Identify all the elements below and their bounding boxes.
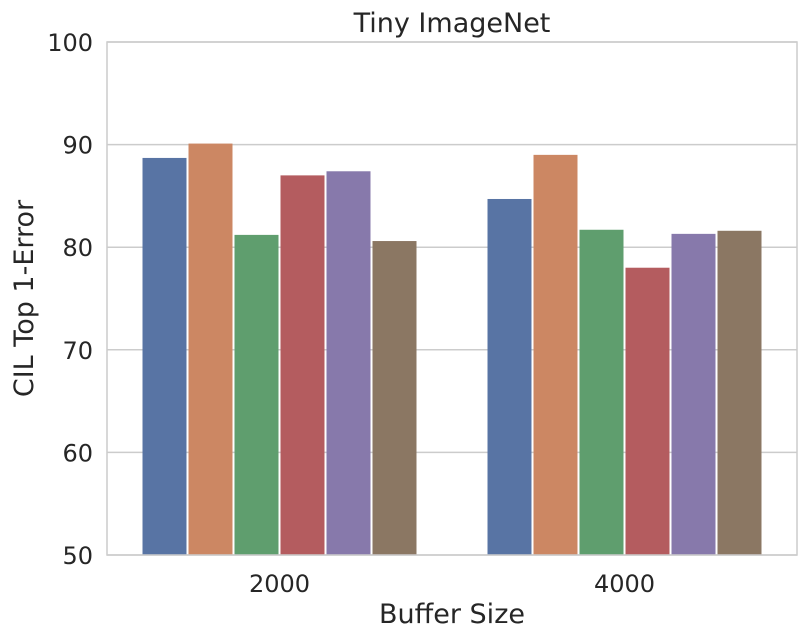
bar bbox=[625, 267, 670, 555]
bar bbox=[579, 229, 624, 555]
y-tick-labels: 50 60 70 80 90 100 bbox=[47, 29, 93, 570]
bar bbox=[717, 230, 762, 555]
bars bbox=[142, 143, 762, 556]
bar bbox=[487, 198, 532, 555]
y-tick-label: 50 bbox=[62, 542, 93, 570]
bar bbox=[188, 143, 233, 555]
bar bbox=[372, 241, 417, 555]
x-axis-label: Buffer Size bbox=[379, 599, 525, 630]
bar bbox=[533, 154, 578, 556]
x-tick-label: 2000 bbox=[249, 570, 310, 598]
y-tick-label: 70 bbox=[62, 337, 93, 365]
plot-frame bbox=[106, 41, 798, 556]
bar bbox=[326, 171, 371, 555]
x-tick-label: 4000 bbox=[594, 570, 655, 598]
y-axis-label: CIL Top 1-Error bbox=[9, 199, 40, 397]
bar bbox=[671, 233, 716, 555]
y-tick-label: 80 bbox=[62, 234, 93, 262]
y-tick-label: 100 bbox=[47, 29, 93, 57]
bar bbox=[142, 157, 187, 556]
chart-title: Tiny ImageNet bbox=[353, 8, 551, 39]
x-tick-labels: 2000 4000 bbox=[249, 570, 655, 598]
bar bbox=[234, 234, 279, 555]
y-tick-label: 90 bbox=[62, 132, 93, 160]
bar bbox=[280, 175, 325, 555]
y-tick-label: 60 bbox=[62, 439, 93, 467]
